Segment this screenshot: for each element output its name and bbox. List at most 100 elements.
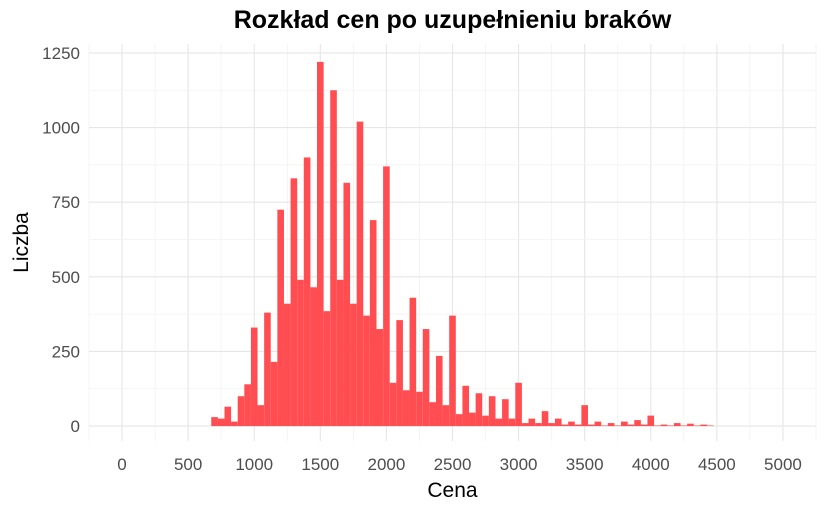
histogram-bars <box>211 61 714 427</box>
histogram-bar <box>574 424 582 427</box>
histogram-bar <box>303 157 311 427</box>
histogram-bar <box>660 424 668 427</box>
histogram-bar <box>244 384 251 427</box>
histogram-bar <box>350 303 357 427</box>
y-tick-label: 500 <box>52 268 80 287</box>
histogram-bar <box>211 417 218 427</box>
histogram-bar <box>323 311 331 427</box>
histogram-bar <box>614 425 622 427</box>
histogram-bar <box>654 425 661 427</box>
histogram-bar <box>581 405 588 427</box>
histogram-bar <box>396 320 403 427</box>
histogram-bar <box>521 423 529 427</box>
chart-title: Rozkład cen po uzupełnieniu braków <box>233 6 672 34</box>
x-tick-label: 1500 <box>301 455 339 474</box>
histogram-bar <box>217 418 225 427</box>
x-tick-label: 2000 <box>367 455 405 474</box>
histogram-bar <box>270 361 278 427</box>
histogram-bar <box>568 421 575 427</box>
y-tick-label: 1000 <box>42 119 80 138</box>
histogram-bar <box>548 423 555 427</box>
histogram-bar <box>297 279 304 427</box>
histogram-bar <box>640 424 648 427</box>
histogram-bar <box>283 303 291 427</box>
histogram-bar <box>330 90 337 427</box>
histogram-bar <box>528 418 536 427</box>
histogram-bar <box>409 297 417 427</box>
histogram-bar <box>224 406 232 427</box>
histogram-bar <box>515 382 522 427</box>
histogram-bar <box>535 423 542 427</box>
histogram-bar <box>310 287 318 427</box>
histogram-bar <box>667 425 674 427</box>
histogram-bar <box>680 425 688 427</box>
histogram-bar <box>607 423 615 427</box>
histogram-bar <box>363 315 370 427</box>
histogram-bar <box>422 329 430 427</box>
histogram-bar <box>508 418 516 427</box>
histogram-bar <box>475 393 483 427</box>
histogram-bar <box>250 327 258 427</box>
y-tick-label: 750 <box>52 193 80 212</box>
histogram-bar <box>693 425 701 427</box>
y-tick-label: 250 <box>52 342 80 361</box>
histogram-bar <box>554 418 562 427</box>
histogram-bar <box>257 405 265 427</box>
histogram-bar <box>587 424 595 427</box>
x-axis-title: Cena <box>427 479 478 502</box>
histogram-bar <box>369 220 377 427</box>
histogram-bar <box>462 385 470 427</box>
histogram-bar <box>482 415 489 427</box>
histogram-bar <box>469 412 476 427</box>
histogram-bar <box>601 425 608 427</box>
x-tick-label: 2500 <box>434 455 472 474</box>
histogram-bar <box>429 402 436 427</box>
histogram-bar <box>336 279 344 427</box>
x-tick-label: 1000 <box>235 455 273 474</box>
histogram-bar <box>502 399 509 427</box>
y-tick-label: 0 <box>71 417 80 436</box>
histogram-bar <box>495 418 503 427</box>
y-axis-title: Liczba <box>10 212 33 273</box>
y-axis-ticks: 0 250 500 750 1000 1250 <box>42 44 80 436</box>
histogram-bar <box>634 420 641 427</box>
histogram-bar <box>389 382 397 427</box>
histogram-bar <box>402 390 410 427</box>
histogram-bar <box>356 121 364 427</box>
histogram-bar <box>687 423 694 427</box>
x-tick-label: 4000 <box>632 455 670 474</box>
histogram-bar <box>231 421 238 427</box>
histogram-bar <box>647 415 655 427</box>
histogram-bar <box>317 61 324 427</box>
histogram-bar <box>706 425 714 427</box>
x-axis-ticks: 0 500 1000 1500 2000 2500 3000 3500 4000 4500 5000 <box>117 455 802 474</box>
histogram-bar <box>435 355 443 427</box>
histogram-bar <box>383 166 390 427</box>
histogram-bar <box>627 424 635 427</box>
x-tick-label: 500 <box>174 455 202 474</box>
x-tick-label: 0 <box>117 455 126 474</box>
x-tick-label: 4500 <box>698 455 736 474</box>
histogram-bar <box>561 424 569 427</box>
histogram-bar <box>277 209 284 427</box>
histogram-bar <box>541 411 549 427</box>
y-tick-label: 1250 <box>42 44 80 63</box>
x-tick-label: 5000 <box>764 455 802 474</box>
histogram-bar <box>455 414 463 427</box>
histogram-bar <box>594 421 602 427</box>
histogram-bar <box>621 421 628 427</box>
x-tick-label: 3500 <box>566 455 604 474</box>
histogram-bar <box>290 178 298 427</box>
histogram-bar <box>488 396 496 427</box>
histogram-bar <box>264 312 271 427</box>
histogram-bar <box>449 315 456 427</box>
histogram-bar <box>343 182 351 427</box>
histogram-bar <box>673 423 681 427</box>
histogram-bar <box>416 391 423 427</box>
histogram-bar <box>376 329 384 427</box>
histogram-bar <box>237 396 245 427</box>
histogram-bar <box>700 424 707 427</box>
x-tick-label: 3000 <box>500 455 538 474</box>
histogram-bar <box>442 405 450 427</box>
